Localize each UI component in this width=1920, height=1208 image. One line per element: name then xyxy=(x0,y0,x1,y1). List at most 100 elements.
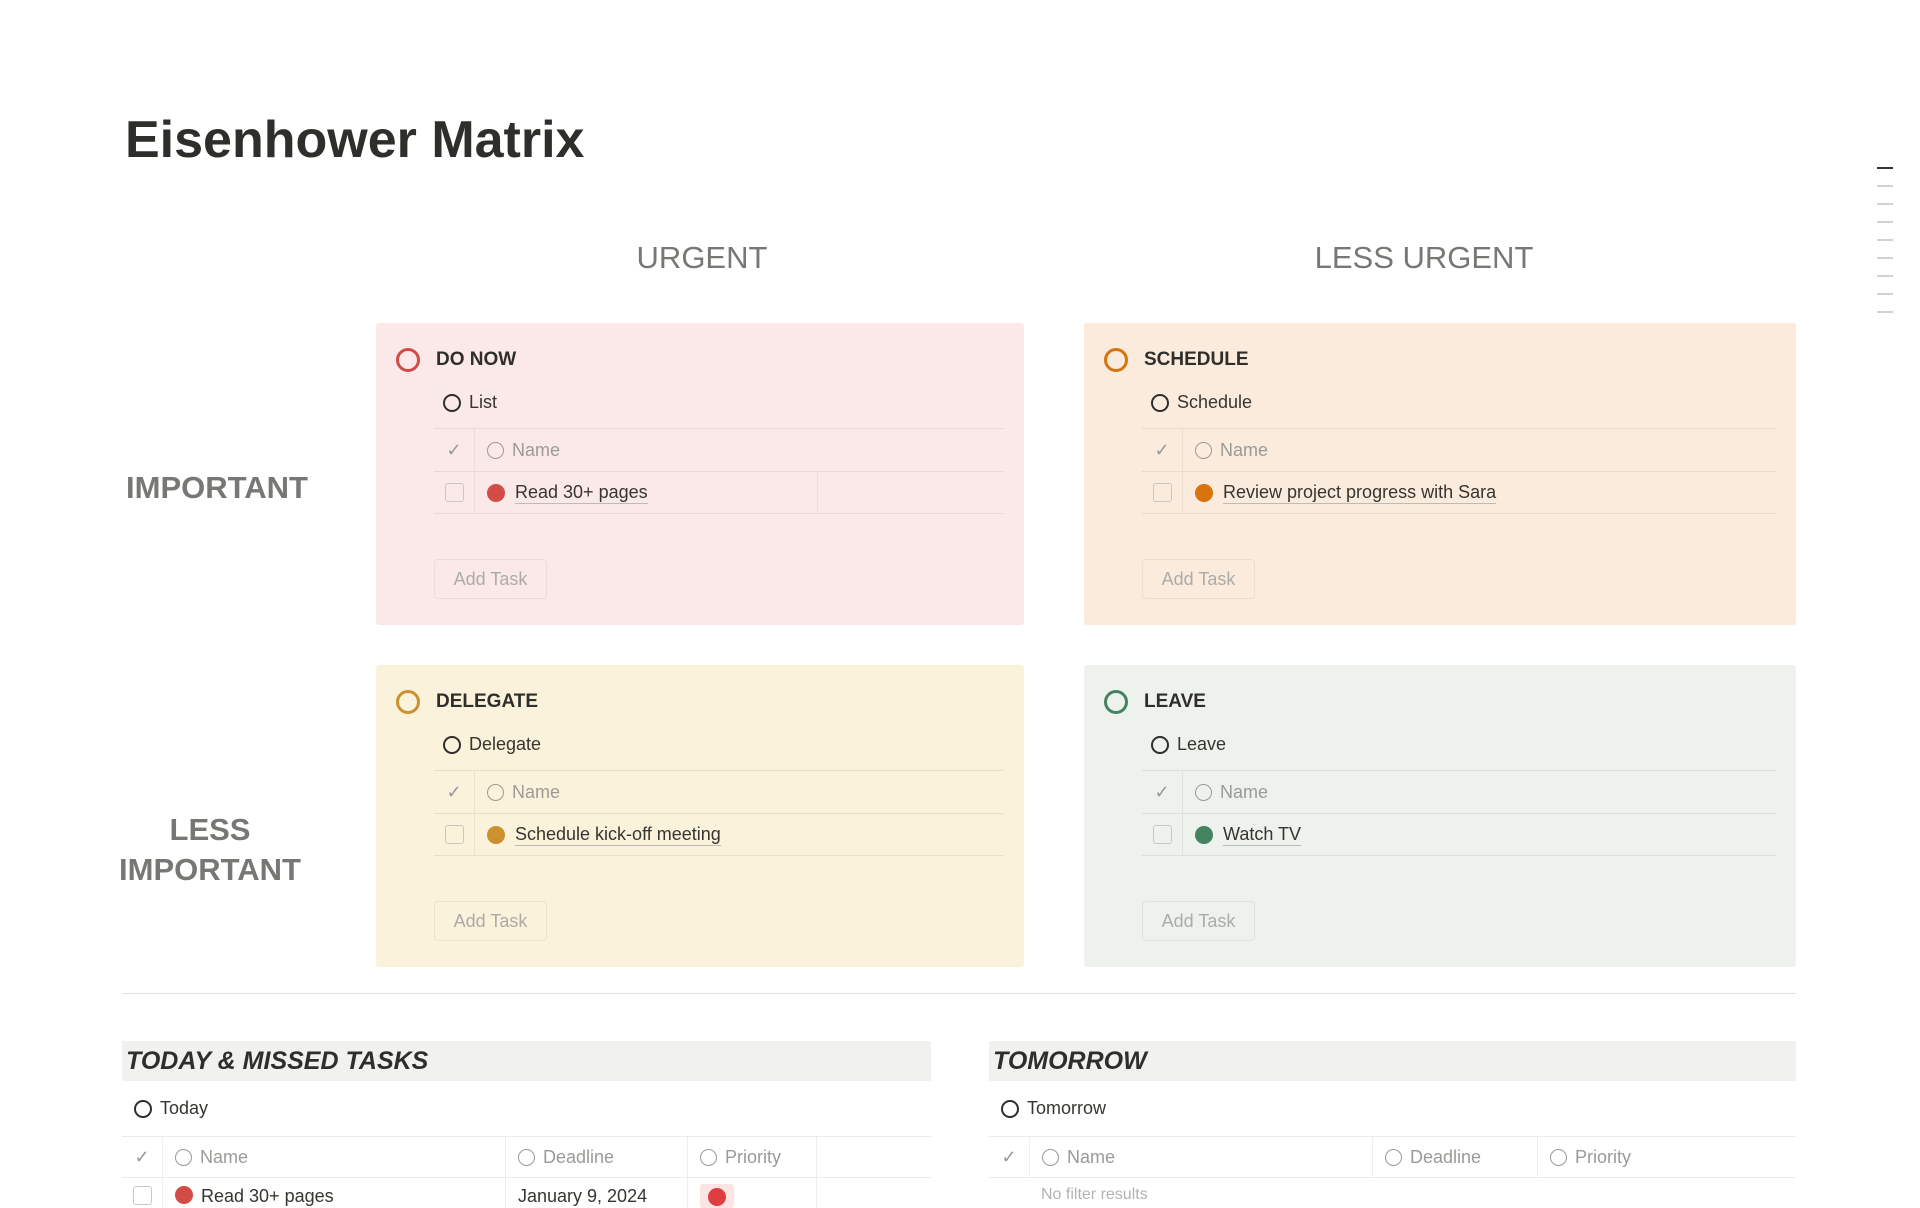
today-view-tab[interactable]: Today xyxy=(134,1098,208,1119)
column-name[interactable]: Name xyxy=(163,1137,506,1177)
column-name[interactable]: Name xyxy=(475,782,560,803)
priority-dot-icon xyxy=(487,483,505,502)
toc-item[interactable] xyxy=(1877,203,1893,205)
toc-item[interactable] xyxy=(1877,257,1893,259)
table-header: ✓ Name xyxy=(434,770,1004,813)
view-icon xyxy=(1151,735,1169,754)
task-checkbox[interactable] xyxy=(1152,483,1172,502)
task-checkbox[interactable] xyxy=(132,1186,152,1205)
priority-red-circle-icon xyxy=(700,1184,734,1208)
priority-dot-icon xyxy=(1195,825,1213,844)
property-icon xyxy=(1195,441,1212,459)
column-name[interactable]: Name xyxy=(475,440,560,461)
toc-item[interactable] xyxy=(1877,239,1893,241)
view-tab[interactable]: Leave xyxy=(1151,734,1226,755)
status-circle-icon xyxy=(396,690,420,714)
tomorrow-view-tab[interactable]: Tomorrow xyxy=(1001,1098,1106,1119)
column-priority[interactable]: Priority xyxy=(688,1137,817,1177)
page-title: Eisenhower Matrix xyxy=(125,111,585,169)
empty-state: No filter results xyxy=(1041,1186,1148,1203)
task-name[interactable]: Schedule kick-off meeting xyxy=(515,823,721,846)
column-name[interactable]: Name xyxy=(1183,782,1268,803)
table-header: ✓ Name xyxy=(1142,770,1776,813)
toc-item[interactable] xyxy=(1877,275,1893,277)
table-row[interactable]: Watch TV xyxy=(1142,813,1776,856)
column-deadline[interactable]: Deadline xyxy=(1373,1137,1538,1177)
table-row[interactable]: Schedule kick-off meeting xyxy=(434,813,1004,856)
property-icon xyxy=(487,783,504,801)
checkbox-column-icon: ✓ xyxy=(1154,439,1170,460)
row-header-line: IMPORTANT xyxy=(119,852,301,887)
tomorrow-section-title: TOMORROW xyxy=(989,1041,1796,1081)
table-row[interactable]: Review project progress with Sara xyxy=(1142,471,1776,514)
toc-item[interactable] xyxy=(1877,293,1893,295)
view-label: Delegate xyxy=(469,734,542,754)
tomorrow-table: ✓ Name Deadline Priority No filter resul… xyxy=(989,1136,1796,1203)
toc-item[interactable] xyxy=(1877,311,1893,313)
quadrant-title: SCHEDULE xyxy=(1144,349,1249,370)
view-icon xyxy=(1151,393,1169,412)
quadrant-delegate: DELEGATE Delegate ✓ Name Schedule kick-of… xyxy=(376,665,1024,967)
status-circle-icon xyxy=(1104,690,1128,714)
toc-item[interactable] xyxy=(1877,167,1893,169)
task-table: ✓ Name Schedule kick-off meeting xyxy=(434,770,1004,856)
task-checkbox[interactable] xyxy=(1152,825,1172,844)
table-header: ✓ Name xyxy=(1142,428,1776,471)
task-name[interactable]: Review project progress with Sara xyxy=(1223,481,1497,504)
task-name[interactable]: Watch TV xyxy=(1223,823,1302,846)
task-name[interactable]: Read 30+ pages xyxy=(201,1186,334,1206)
view-tab[interactable]: List xyxy=(443,392,497,413)
view-label: Tomorrow xyxy=(1027,1098,1107,1118)
view-label: Today xyxy=(160,1098,209,1118)
task-name[interactable]: Read 30+ pages xyxy=(515,481,648,504)
checkbox-column-icon: ✓ xyxy=(446,781,462,802)
column-header-urgent: URGENT xyxy=(636,240,768,275)
checkbox-column-icon: ✓ xyxy=(134,1146,150,1167)
task-checkbox[interactable] xyxy=(444,825,464,844)
property-icon xyxy=(487,441,504,459)
status-circle-icon xyxy=(396,348,420,372)
quadrant-leave: LEAVE Leave ✓ Name Watch TV Add Task xyxy=(1084,665,1796,967)
property-icon xyxy=(1195,783,1212,801)
add-task-button[interactable]: Add Task xyxy=(1142,559,1255,599)
view-label: Schedule xyxy=(1177,392,1253,412)
quadrant-do-now: DO NOW List ✓ Name Read 30+ pages Add Tas… xyxy=(376,323,1024,625)
view-label: Leave xyxy=(1177,734,1227,754)
status-circle-icon xyxy=(1104,348,1128,372)
divider xyxy=(122,993,1796,994)
row-header-less-important: LESS IMPORTANT xyxy=(110,810,310,890)
view-label: List xyxy=(469,392,498,412)
checkbox-column-icon: ✓ xyxy=(1001,1146,1017,1167)
priority-dot-icon xyxy=(175,1186,193,1204)
deadline-cell: January 9, 2024 xyxy=(506,1178,688,1208)
checkbox-column-icon: ✓ xyxy=(1154,781,1170,802)
add-task-button[interactable]: Add Task xyxy=(434,559,547,599)
table-row[interactable]: Read 30+ pages January 9, 2024 xyxy=(122,1178,931,1208)
view-tab[interactable]: Delegate xyxy=(443,734,541,755)
view-icon xyxy=(443,735,461,754)
column-deadline[interactable]: Deadline xyxy=(506,1137,688,1177)
row-header-line: LESS xyxy=(169,812,251,847)
task-checkbox[interactable] xyxy=(444,483,464,502)
table-header: ✓ Name xyxy=(434,428,1004,471)
view-icon xyxy=(443,393,461,412)
add-task-button[interactable]: Add Task xyxy=(1142,901,1255,941)
priority-dot-icon xyxy=(1195,483,1213,502)
table-row[interactable]: Read 30+ pages xyxy=(434,471,1004,514)
priority-dot-icon xyxy=(487,825,505,844)
toc-item[interactable] xyxy=(1877,221,1893,223)
column-header-less-urgent: LESS URGENT xyxy=(1314,240,1534,275)
checkbox-column-icon: ✓ xyxy=(446,439,462,460)
column-name[interactable]: Name xyxy=(1030,1137,1373,1177)
add-task-button[interactable]: Add Task xyxy=(434,901,547,941)
today-section-title: TODAY & MISSED TASKS xyxy=(122,1041,931,1081)
view-tab[interactable]: Schedule xyxy=(1151,392,1252,413)
task-table: ✓ Name Watch TV xyxy=(1142,770,1776,856)
toc-item[interactable] xyxy=(1877,185,1893,187)
task-table: ✓ Name Review project progress with Sara xyxy=(1142,428,1776,514)
row-header-important: IMPORTANT xyxy=(126,470,308,505)
quadrant-title: DO NOW xyxy=(436,349,517,370)
column-priority[interactable]: Priority xyxy=(1538,1137,1796,1177)
column-name[interactable]: Name xyxy=(1183,440,1268,461)
view-icon xyxy=(1001,1099,1019,1118)
